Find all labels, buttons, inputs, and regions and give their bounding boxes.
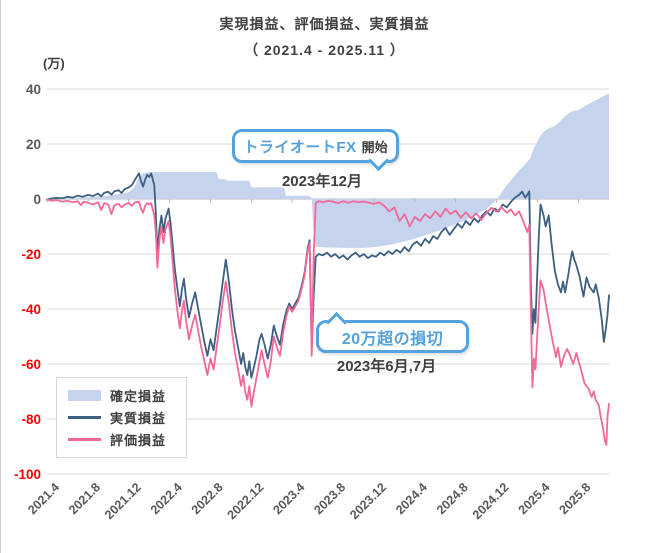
- line-swatch: [68, 415, 101, 419]
- x-axis-label-2022.8: 2022.8: [189, 480, 226, 517]
- y-axis-label--20: -20: [21, 247, 41, 262]
- y-axis-label--80: -80: [21, 412, 41, 427]
- legend-label: 確定損益: [110, 388, 167, 404]
- legend-label: 評価損益: [110, 433, 167, 449]
- callout-start-text: 開始: [361, 139, 388, 155]
- x-axis-label-2023.4: 2023.4: [270, 480, 307, 517]
- y-axis-unit-label: (万): [43, 56, 65, 71]
- legend: 確定損益 実質損益 評価損益: [56, 377, 187, 458]
- legend-item-unrealized: 評価損益: [68, 430, 186, 450]
- series-area-kakutei: [47, 93, 609, 248]
- x-axis-label-2025.8: 2025.8: [557, 480, 594, 517]
- legend-item-real: 実質損益: [68, 407, 186, 427]
- y-axis-label-40: 40: [26, 82, 41, 97]
- chart-title: 実現損益、評価損益、実質損益: [219, 16, 430, 32]
- series-line-hyouka: [46, 198, 610, 447]
- y-axis-label-20: 20: [26, 137, 41, 152]
- callout-date-2023-6-7: 2023年6月,7月: [336, 358, 437, 375]
- x-axis-label-2024.8: 2024.8: [434, 480, 471, 517]
- callout-brand-text: トライオートFX: [243, 138, 357, 156]
- x-axis-label-2021.4: 2021.4: [25, 480, 62, 517]
- y-axis-label--40: -40: [21, 302, 41, 317]
- y-axis-label--60: -60: [21, 357, 41, 372]
- x-axis-label-2022.12: 2022.12: [225, 480, 267, 522]
- area-swatch: [68, 389, 101, 401]
- chart-subtitle: （ 2021.4 - 2025.11 ）: [244, 42, 405, 58]
- x-axis-label-2021.8: 2021.8: [66, 480, 103, 517]
- callout-loss-cut: 20万超の損切: [316, 311, 469, 353]
- x-axis-label-2023.8: 2023.8: [311, 480, 348, 517]
- x-axis-label-2021.12: 2021.12: [102, 480, 144, 522]
- legend-item-realized: 確定損益: [68, 385, 186, 405]
- legend-label: 実質損益: [110, 410, 167, 426]
- line-swatch: [68, 438, 101, 442]
- x-axis-label-2025.4: 2025.4: [516, 480, 553, 517]
- callout-date-2023-12: 2023年12月: [281, 173, 363, 190]
- callout-triauto-fx-start: トライオートFX 開始: [232, 129, 399, 172]
- x-axis-label-2023.12: 2023.12: [347, 480, 389, 522]
- callout-loss-cut-text: 20万超の損切: [341, 330, 444, 348]
- x-axis-label-2022.4: 2022.4: [148, 480, 185, 517]
- x-axis-label-2024.4: 2024.4: [393, 480, 430, 517]
- y-axis-label-0: 0: [33, 192, 41, 207]
- y-axis-label--100: -100: [14, 467, 41, 482]
- x-axis-label-2024.12: 2024.12: [470, 480, 512, 522]
